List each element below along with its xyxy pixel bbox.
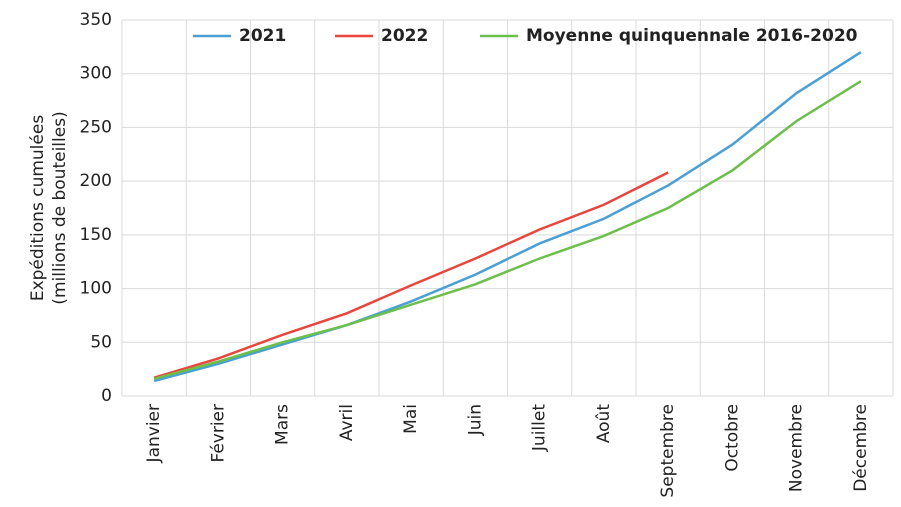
x-tick-label: Octobre [722, 404, 742, 472]
line-series [153, 171, 669, 379]
x-tick-label: Septembre [658, 404, 678, 498]
x-tick-label: Novembre [787, 404, 807, 492]
legend-label: 2021 [239, 26, 286, 46]
line-series [153, 51, 862, 383]
y-tick-label: 200 [80, 171, 112, 191]
y-tick-label: 100 [80, 279, 112, 299]
y-tick-label: 50 [90, 332, 112, 352]
x-tick-label: Janvier [144, 404, 164, 463]
y-tick-label: 250 [80, 117, 112, 137]
line-series [153, 80, 862, 381]
y-tick-label: 300 [80, 64, 112, 84]
x-tick-label: Mai [401, 404, 421, 434]
x-tick-label: Mars [273, 404, 293, 445]
y-axis-label: Expéditions cumulées [28, 115, 48, 301]
x-tick-label: Avril [337, 404, 357, 441]
x-tick-label: Février [208, 404, 228, 463]
y-axis-label: (millions de bouteilles) [50, 111, 70, 304]
x-tick-label: Décembre [851, 404, 871, 492]
y-tick-label: 350 [80, 10, 112, 30]
x-tick-label: Juin [465, 404, 485, 436]
y-tick-label: 0 [101, 386, 112, 406]
legend-label: Moyenne quinquennale 2016-2020 [526, 26, 858, 46]
x-tick-label: Août [594, 404, 614, 444]
x-tick-label: Juillet [530, 404, 550, 452]
y-tick-label: 150 [80, 225, 112, 245]
legend-label: 2022 [381, 26, 428, 46]
